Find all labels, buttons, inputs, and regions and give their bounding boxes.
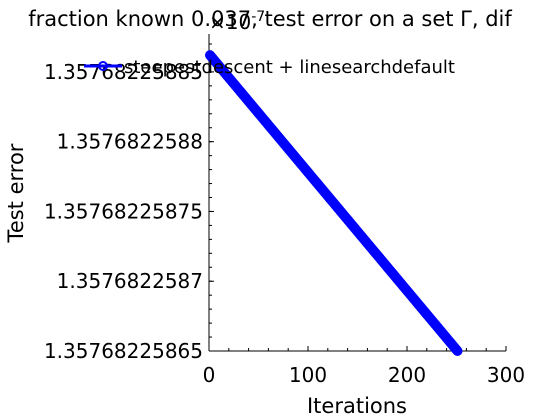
chart-title: fraction known 0.037, test error on a se…	[28, 7, 512, 31]
x-tick-label: 100	[289, 363, 327, 387]
legend-entry-label: steepestdescent + linesearchdefault	[124, 57, 455, 78]
x-tick-label: 200	[388, 363, 426, 387]
legend: steepestdescent + linesearchdefault	[84, 57, 455, 78]
y-axis-label: Test error	[4, 143, 28, 243]
legend-marker-sample	[98, 61, 108, 71]
y-tick-label: 1.35768225865	[44, 339, 203, 363]
x-tick-label: 0	[203, 363, 216, 387]
x-axis-label: Iterations	[307, 394, 407, 418]
series-point	[452, 346, 463, 356]
y-tick-label: 1.3576822587	[57, 269, 203, 293]
y-ticks: 1.35768225865 1.3576822587 1.35768225875 1.…	[44, 43, 214, 363]
x-exponent-label: ×10-7	[209, 9, 265, 34]
y-tick-label: 1.35768225875	[44, 199, 203, 223]
x-ticks: 0 100 200 300	[203, 346, 525, 387]
y-tick-label: 1.3576822588	[57, 130, 203, 154]
y-tick-label: 1.35768225885	[44, 60, 203, 84]
x-tick-label: 300	[487, 363, 525, 387]
series-steepestdescent	[204, 50, 463, 356]
plot-axes: 0 100 200 300 1.357682258651.35768225871.35…	[44, 34, 525, 387]
